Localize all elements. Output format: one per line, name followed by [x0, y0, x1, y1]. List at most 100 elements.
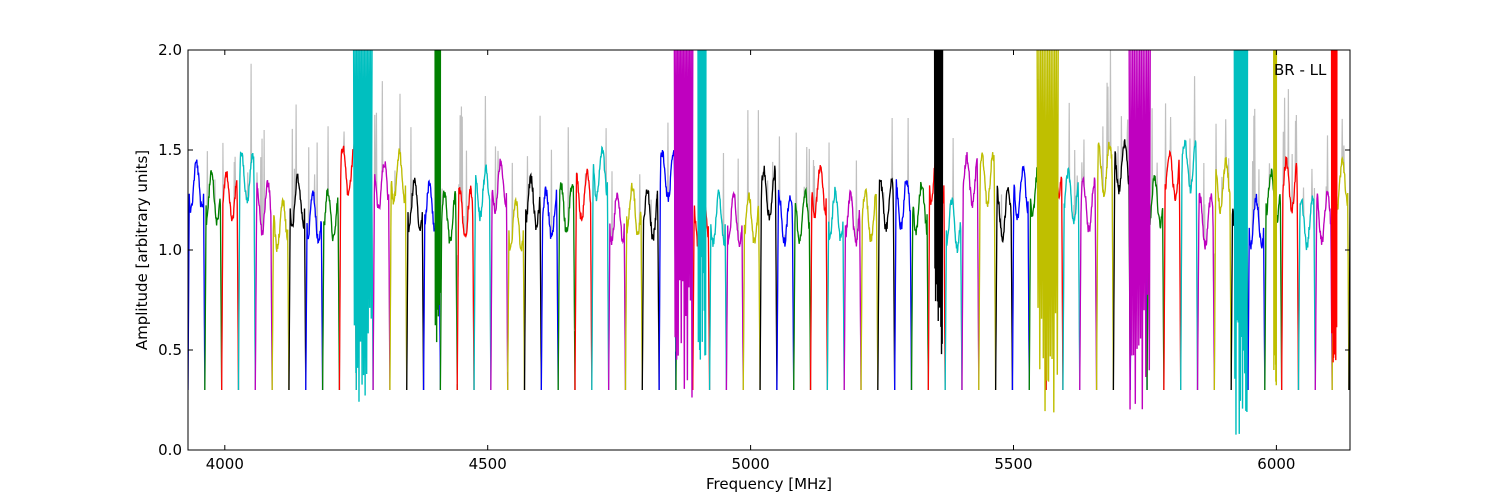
raw-series-3 [237, 63, 256, 391]
subband-series-69 [1348, 182, 1350, 391]
raw-series-19 [507, 162, 526, 391]
raw-series-6 [288, 104, 307, 391]
raw-series-52 [1062, 102, 1081, 391]
subband-series-35 [776, 189, 795, 391]
subband-series-0 [188, 159, 206, 391]
raw-series-0 [188, 159, 206, 391]
subband-series-36 [793, 186, 812, 391]
raw-series-8 [322, 126, 341, 391]
subband-series-12 [389, 148, 408, 391]
subband-series-61 [1213, 156, 1232, 391]
subband-series-60 [1196, 192, 1215, 391]
y-axis-label: Amplitude [arbitrary units] [133, 150, 151, 350]
plot-area [188, 50, 1350, 435]
subband-series-24 [591, 145, 610, 391]
y-tick-label: 1.5 [158, 141, 182, 159]
y-tick-label: 2.0 [158, 41, 182, 59]
raw-series-13 [406, 127, 425, 391]
subband-series-23 [574, 168, 593, 391]
raw-series-47 [978, 152, 997, 391]
raw-series-4 [254, 129, 273, 391]
subband-series-20 [523, 172, 542, 391]
subband-series-17 [473, 164, 492, 391]
annotation-br-ll: BR - LL [1274, 61, 1327, 79]
raw-series-11 [372, 81, 391, 391]
raw-series-20 [523, 115, 542, 391]
raw-series-54 [1095, 50, 1114, 391]
raw-series-12 [389, 93, 408, 391]
subband-series-4 [254, 179, 273, 391]
subband-series-2 [221, 171, 240, 391]
subband-series-45 [944, 197, 963, 391]
raw-series-18 [490, 146, 509, 391]
raw-series-36 [793, 132, 812, 391]
subband-series-67 [1314, 190, 1333, 391]
x-tick-label: 4500 [469, 455, 507, 473]
subband-series-54 [1095, 141, 1115, 391]
raw-series-67 [1314, 135, 1333, 391]
raw-series-26 [624, 174, 643, 391]
raw-series-22 [557, 127, 576, 391]
y-tick-label: 0.0 [158, 441, 182, 459]
subband-series-25 [607, 192, 627, 391]
raw-series-40 [860, 187, 879, 391]
subband-series-21 [540, 186, 559, 391]
raw-series-61 [1213, 119, 1232, 391]
subband-series-5 [271, 196, 290, 391]
subband-series-63 [1247, 193, 1266, 391]
subband-series-27 [641, 189, 660, 391]
subband-series-22 [557, 182, 576, 391]
subband-series-13 [406, 177, 425, 391]
raw-series-21 [540, 149, 559, 391]
subband-series-41 [877, 177, 896, 391]
rfi-spike-4 [933, 50, 944, 355]
rfi-spike-0 [352, 50, 373, 402]
raw-series-34 [759, 161, 778, 391]
subband-series-46 [961, 152, 980, 391]
subband-series-8 [321, 188, 341, 391]
raw-series-7 [305, 142, 324, 391]
subband-series-42 [894, 179, 913, 391]
subband-series-34 [759, 165, 778, 391]
subband-series-1 [204, 170, 223, 391]
raw-series-15 [439, 188, 458, 391]
x-tick-label: 6000 [1257, 455, 1295, 473]
raw-series-17 [473, 96, 492, 391]
subband-series-55 [1112, 139, 1131, 391]
subband-series-31 [708, 189, 728, 391]
subband-series-11 [372, 161, 391, 391]
rfi-spike-2 [673, 50, 694, 398]
raw-series-25 [608, 171, 627, 391]
raw-series-2 [221, 142, 240, 391]
y-tick-label: 1.0 [158, 241, 182, 259]
raw-series-69 [1348, 182, 1350, 391]
subband-series-53 [1079, 176, 1098, 391]
subband-series-15 [439, 190, 458, 391]
x-tick-label: 5000 [732, 455, 770, 473]
raw-series-16 [456, 106, 475, 391]
raw-series-31 [708, 152, 728, 391]
subband-series-7 [305, 190, 324, 391]
subband-series-6 [288, 173, 307, 391]
rfi-spike-5 [1036, 50, 1059, 413]
rfi-spike-3 [697, 50, 707, 360]
y-tick-label: 0.5 [158, 341, 182, 359]
subband-series-43 [910, 181, 929, 391]
subband-series-38 [826, 186, 845, 391]
raw-series-33 [742, 110, 761, 391]
raw-series-39 [843, 160, 862, 391]
rfi-spike-7 [1233, 50, 1249, 435]
raw-series-48 [995, 185, 1014, 391]
subband-series-66 [1297, 195, 1316, 391]
raw-series-59 [1180, 76, 1199, 391]
subband-series-59 [1180, 139, 1199, 391]
raw-series-45 [944, 138, 963, 391]
subband-series-47 [978, 152, 997, 391]
subband-series-16 [456, 185, 475, 391]
raw-series-28 [658, 122, 677, 391]
raw-series-42 [894, 118, 913, 391]
x-tick-label: 5500 [994, 455, 1032, 473]
x-axis-label: Frequency [MHz] [706, 475, 832, 493]
subband-series-18 [490, 158, 509, 391]
subband-series-33 [742, 192, 761, 391]
